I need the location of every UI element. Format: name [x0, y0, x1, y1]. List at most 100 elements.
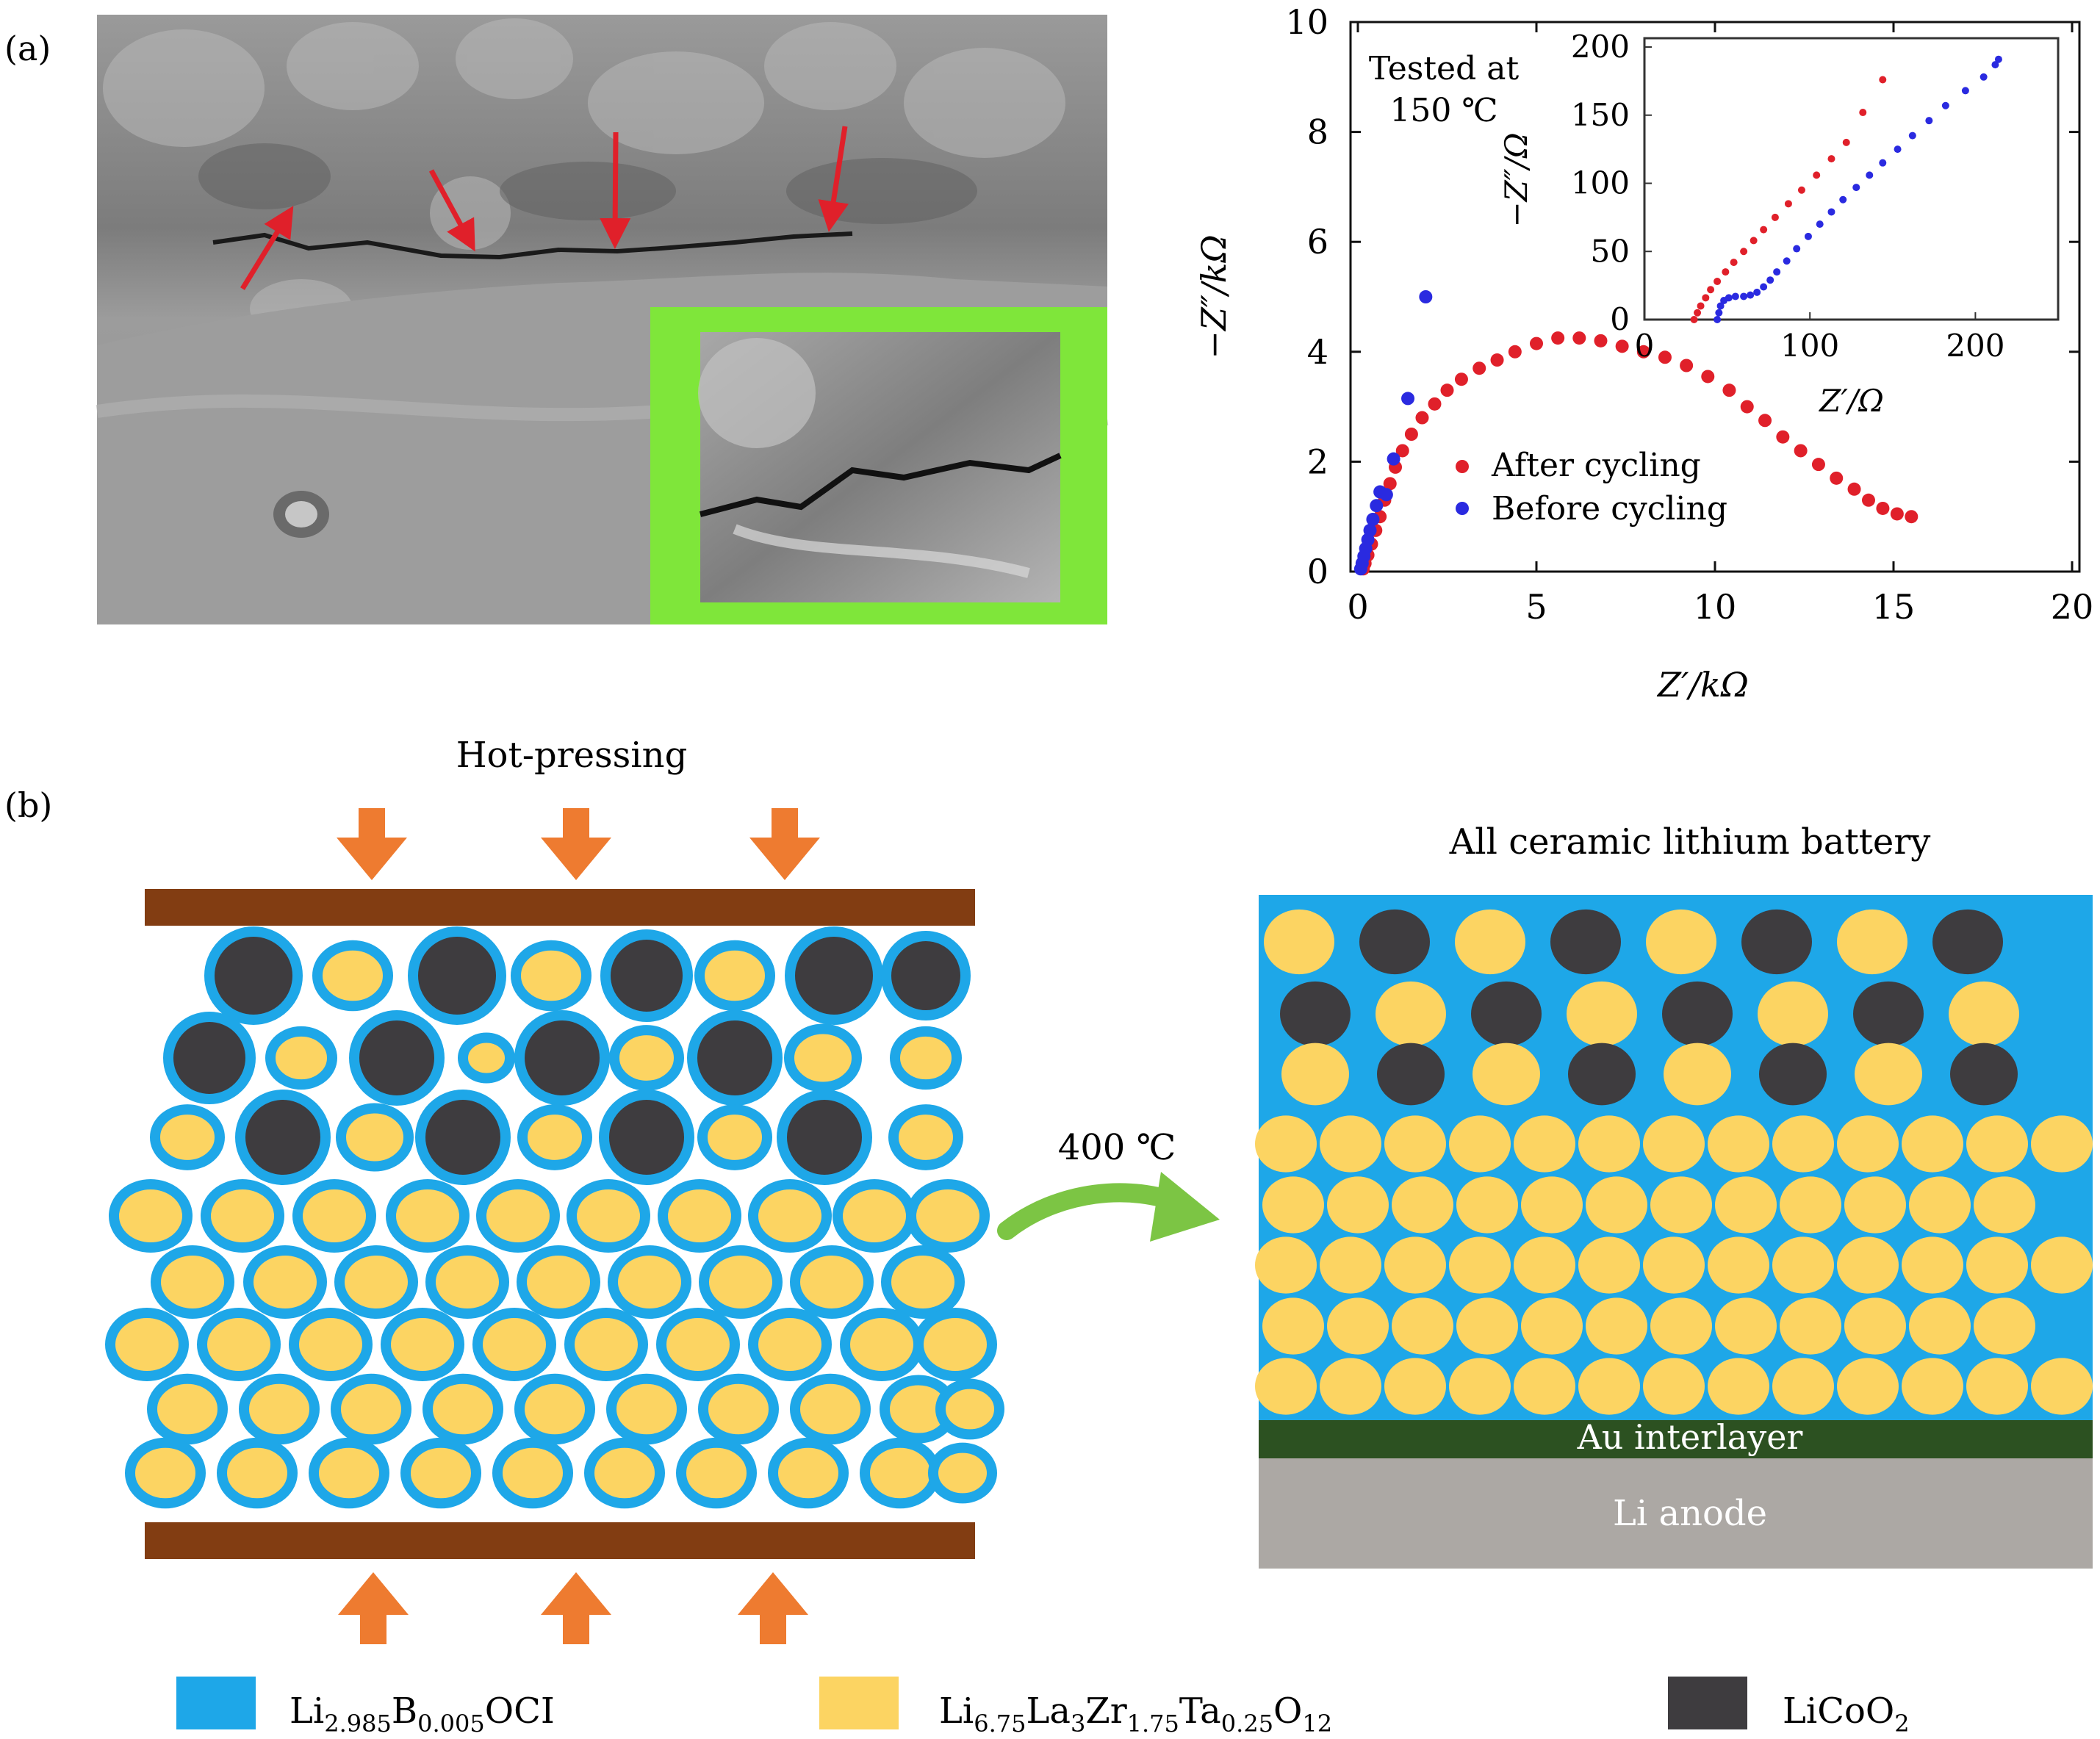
after-cycling-point: [1658, 350, 1672, 364]
llzo-particle: [840, 1308, 924, 1381]
y-tick-label: 4: [1307, 332, 1328, 372]
y-tick-label: 0: [1307, 552, 1328, 591]
after-cycling-point: [1572, 331, 1586, 345]
llzo-particle: [1643, 1115, 1705, 1173]
inset-y-tick-label: 200: [1571, 29, 1630, 65]
licoo2-particle: [408, 926, 506, 1025]
legend-swatch-yellow: [819, 1677, 899, 1729]
inset-after-cycling-point: [1730, 259, 1738, 267]
after-cycling-point: [1890, 507, 1904, 521]
llzo-particle: [517, 1104, 592, 1170]
hot-pressing-label: Hot-pressing: [456, 735, 688, 776]
inset-before-cycling-point: [1961, 87, 1969, 95]
licoo2-particle: [1471, 981, 1542, 1047]
x-axis-label: Z′/kΩ: [1656, 665, 1749, 705]
inset-after-cycling-point: [1707, 286, 1715, 294]
battery-particles: [1255, 909, 2093, 1415]
inset-after-cycling-point: [1859, 109, 1867, 117]
inset-before-cycling-point: [1773, 268, 1781, 276]
inset-after-cycling-point: [1797, 186, 1805, 194]
after-cycling-point: [1680, 359, 1694, 372]
llzo-particle: [1650, 1297, 1712, 1355]
x-tick-label: 10: [1694, 587, 1737, 627]
material-legend: Li2.985B0.005OCI Li6.75La3Zr1.75Ta0.25O1…: [176, 1677, 1910, 1738]
inset-before-cycling-point: [1852, 184, 1860, 192]
llzo-particle: [1708, 1115, 1769, 1173]
inset-after-cycling-point: [1722, 268, 1730, 276]
licoo2-particle: [1759, 1043, 1827, 1106]
inset-after-cycling-point: [1702, 294, 1710, 302]
llzo-particle: [1643, 1236, 1705, 1294]
inset-before-cycling-point: [1725, 294, 1733, 302]
llzo-particle: [790, 1373, 871, 1445]
llzo-particle: [312, 940, 393, 1012]
llzo-particle: [331, 1373, 411, 1445]
llzo-particle: [1255, 1115, 1317, 1173]
llzo-particle: [1255, 1358, 1317, 1415]
llzo-particle: [289, 1308, 373, 1381]
llzo-particle: [1578, 1115, 1640, 1173]
annotation-line-2: 150 ℃: [1389, 92, 1497, 129]
llzo-particle: [239, 1373, 320, 1445]
after-cycling-point: [1701, 370, 1715, 384]
legend-label-before: Before cycling: [1492, 490, 1727, 528]
inset-x-axis-label: Z′/Ω: [1818, 383, 1884, 419]
llzo-particle: [1708, 1358, 1769, 1415]
inset-before-cycling-point: [1716, 302, 1725, 310]
llzo-particle: [422, 1373, 503, 1445]
down-arrow-icon: [749, 808, 820, 880]
legend: After cycling Before cycling: [1456, 447, 1727, 528]
inset-y-axis-label: −Z″/Ω: [1498, 132, 1534, 227]
llzo-particle: [658, 1179, 741, 1253]
llzo-particle: [784, 1023, 862, 1092]
inset-after-cycling-point: [1760, 226, 1768, 234]
llzo-particle: [334, 1245, 418, 1319]
llzo-particle: [609, 1025, 684, 1091]
legend-formula-3: LiCoO2: [1783, 1691, 1910, 1738]
inset-before-cycling-point: [1991, 61, 1999, 69]
llzo-particle: [1966, 1358, 2028, 1415]
inset-before-cycling-point: [1925, 117, 1933, 125]
llzo-particle: [1320, 1115, 1381, 1173]
inset-after-cycling-point: [1697, 302, 1705, 310]
llzo-particle: [656, 1308, 740, 1381]
llzo-particle: [1281, 1043, 1349, 1106]
llzo-particle: [400, 1437, 481, 1509]
after-cycling-point: [1830, 471, 1844, 485]
green-curved-arrow-icon: [997, 1172, 1220, 1242]
llzo-particle: [1837, 909, 1907, 975]
llzo-particle: [1264, 909, 1334, 975]
after-cycling-point: [1776, 430, 1790, 444]
licoo2-particle: [415, 1090, 511, 1185]
after-cycling-point: [1508, 345, 1522, 359]
llzo-particle: [292, 1179, 376, 1253]
llzo-particle: [147, 1373, 228, 1445]
llzo-particle: [197, 1308, 281, 1381]
llzo-particle: [1449, 1115, 1511, 1173]
llzo-particle: [1392, 1176, 1453, 1234]
inset-before-cycling-point: [1760, 283, 1768, 291]
inset-before-cycling-point: [1753, 288, 1761, 296]
after-cycling-point: [1758, 414, 1772, 428]
x-tick-label: 0: [1347, 587, 1368, 627]
licoo2-particle: [599, 1090, 694, 1185]
llzo-particle: [833, 1179, 916, 1253]
llzo-particle: [1586, 1297, 1647, 1355]
before-cycling-point: [1366, 512, 1380, 526]
llzo-particle: [1902, 1236, 1963, 1294]
llzo-particle: [1909, 1176, 1971, 1234]
llzo-particle: [105, 1308, 189, 1381]
llzo-particle: [1650, 1176, 1712, 1234]
inset-before-cycling-point: [1979, 73, 1988, 81]
llzo-particle: [1521, 1297, 1583, 1355]
y-tick-label: 2: [1307, 442, 1328, 481]
inset-before-cycling-point: [1793, 245, 1801, 253]
legend-formula-2: Li6.75La3Zr1.75Ta0.25O12: [939, 1691, 1332, 1738]
llzo-particle: [1643, 1358, 1705, 1415]
inset-after-cycling-point: [1714, 278, 1722, 286]
llzo-particle: [567, 1179, 650, 1253]
inset-before-cycling-point: [1894, 145, 1902, 154]
llzo-particle: [1772, 1115, 1834, 1173]
x-tick-label: 5: [1525, 587, 1547, 627]
llzo-particle: [1646, 909, 1716, 975]
